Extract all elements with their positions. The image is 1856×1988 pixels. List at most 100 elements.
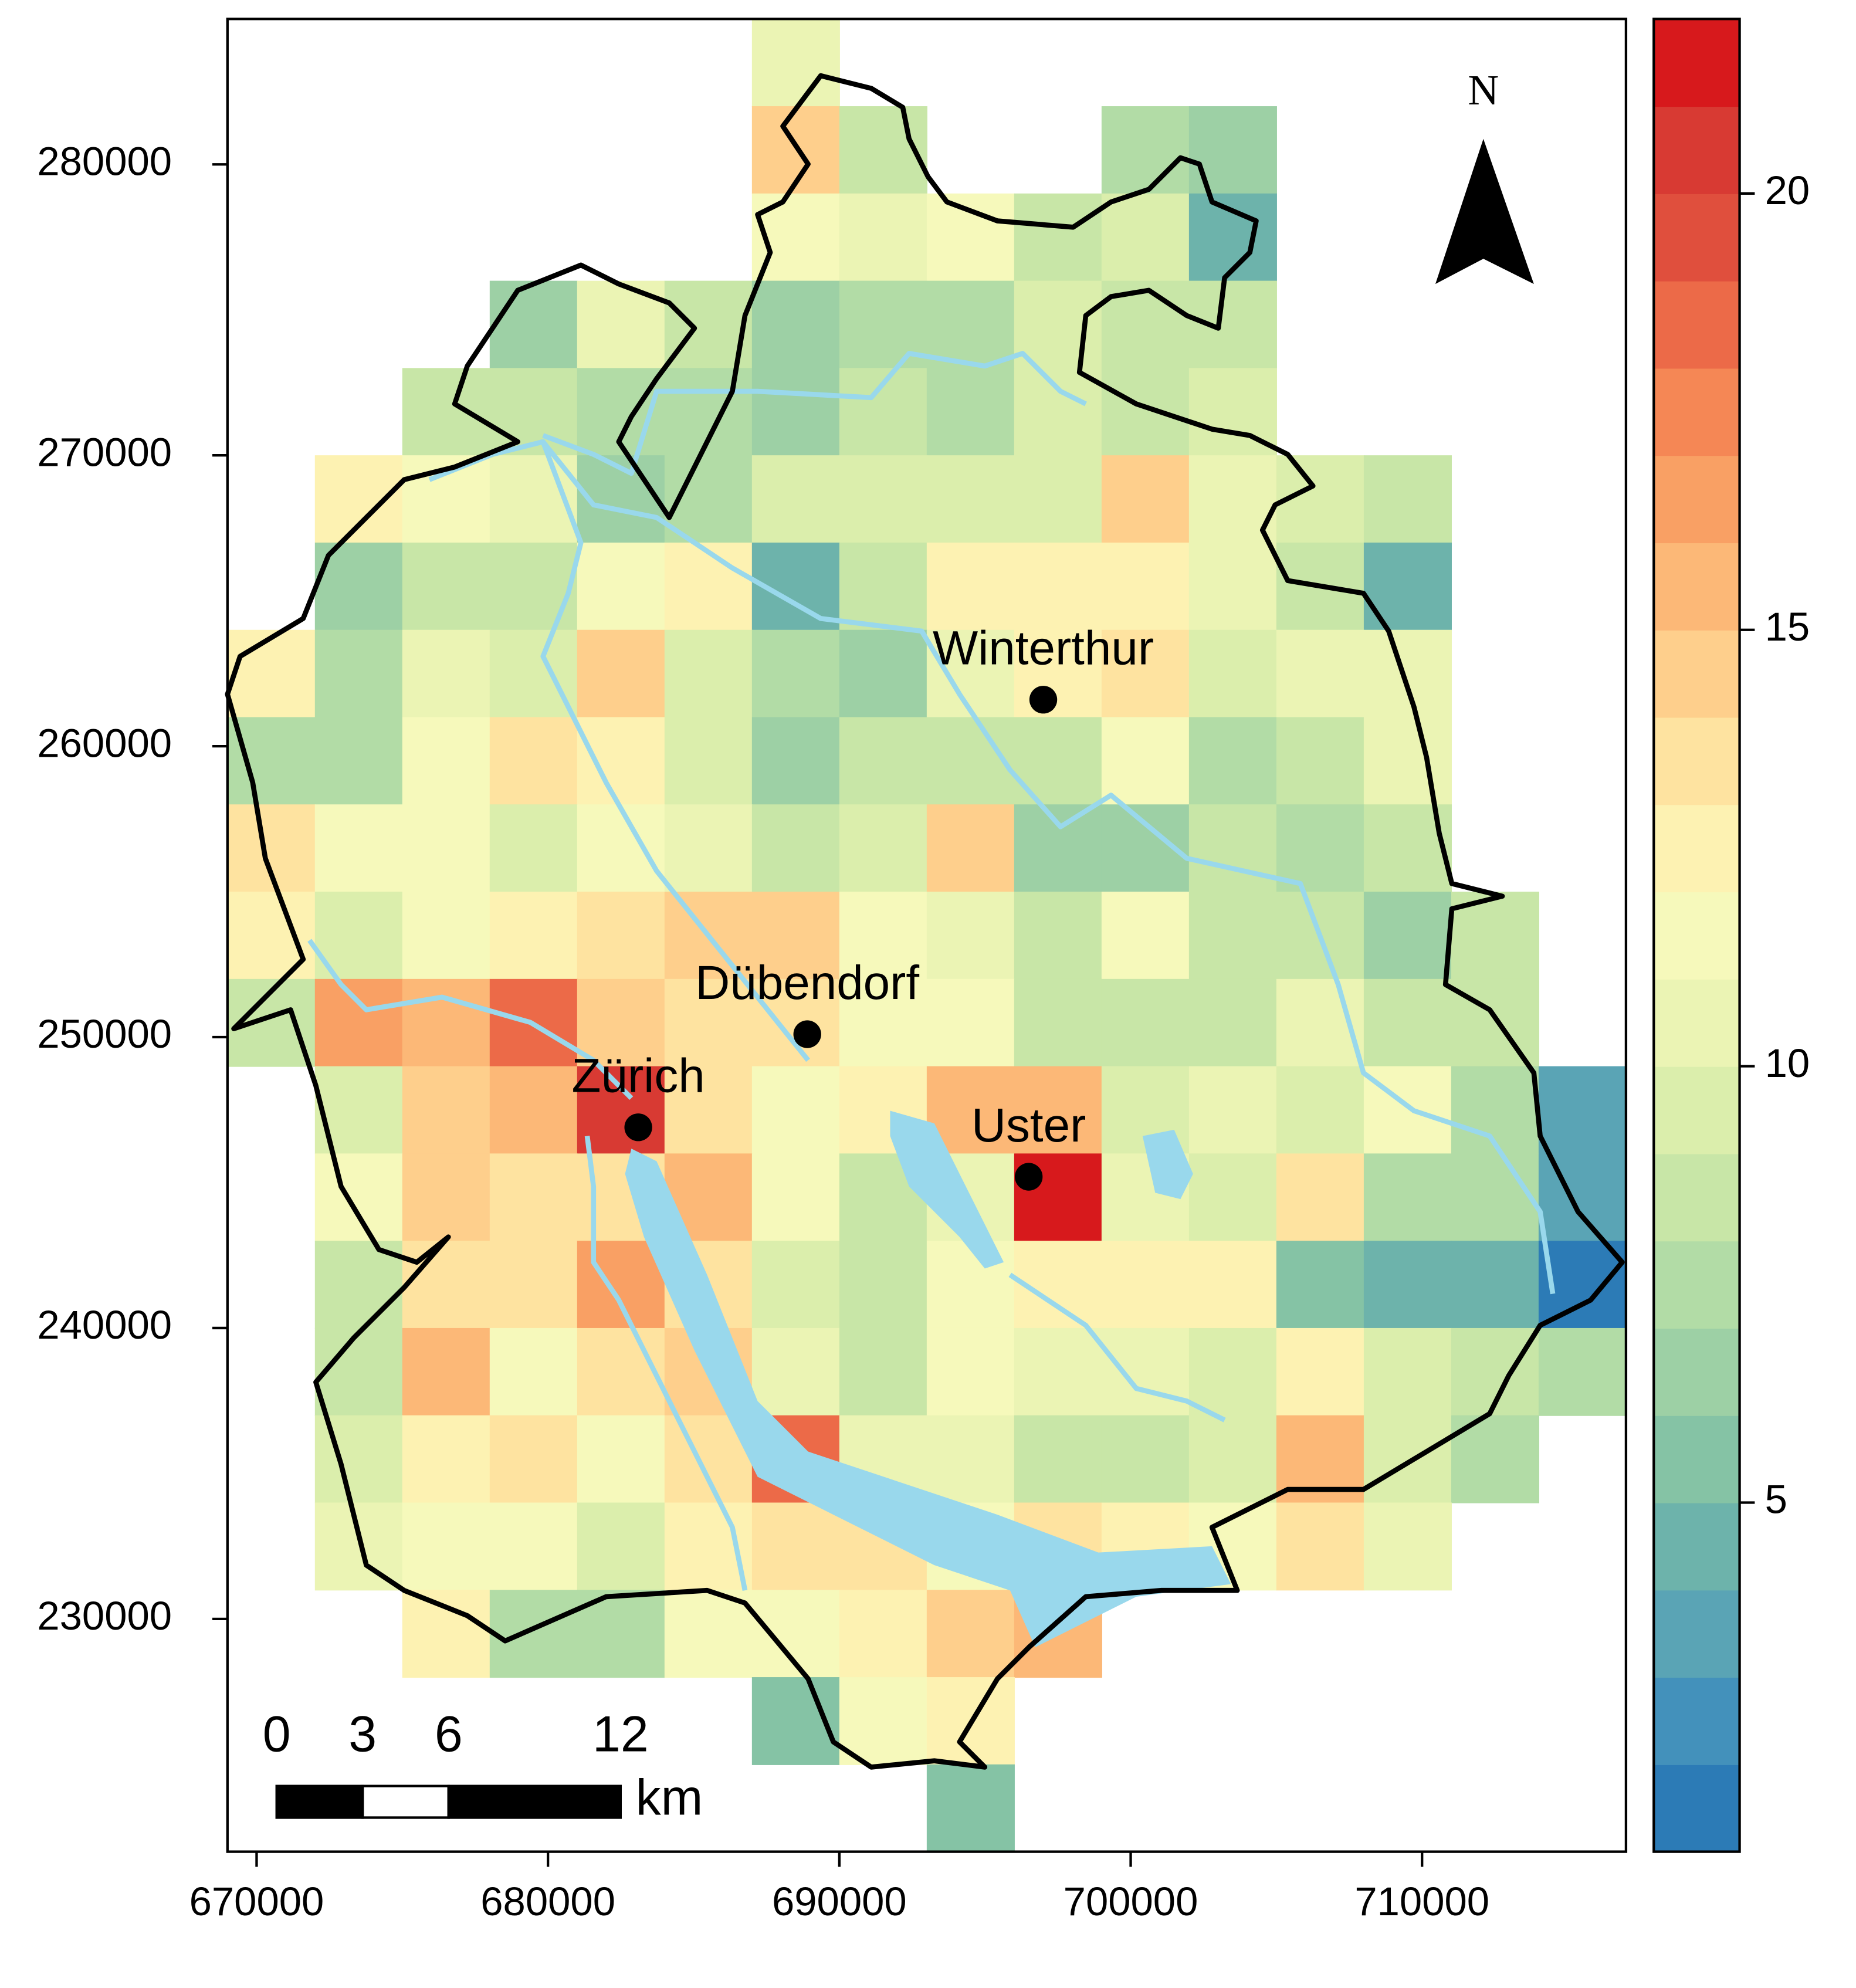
raster-cell (1538, 1066, 1627, 1154)
raster-cell (1188, 978, 1277, 1067)
raster-cell (751, 1502, 840, 1591)
raster-cell (926, 280, 1015, 369)
raster-cell (489, 1153, 578, 1242)
raster-cell (402, 717, 490, 805)
raster-cell (1188, 892, 1277, 980)
scale-bar-segment (275, 1784, 364, 1819)
raster-cell (489, 1066, 578, 1154)
raster-cell (577, 542, 665, 631)
raster-cell (402, 542, 490, 631)
y-tick-label: 230000 (37, 1593, 172, 1638)
raster-cell (1276, 804, 1364, 893)
raster-cell (751, 280, 840, 369)
raster-cell (489, 1502, 578, 1591)
raster-cell (839, 542, 927, 631)
raster-layer (227, 19, 1627, 1852)
raster-cell (489, 717, 578, 805)
raster-cell (1101, 629, 1190, 718)
raster-cell (577, 804, 665, 893)
raster-cell (839, 1677, 927, 1765)
raster-cell (926, 978, 1015, 1067)
raster-cell (751, 629, 840, 718)
raster-cell (926, 1415, 1015, 1503)
raster-cell (402, 1415, 490, 1503)
raster-cell (1101, 978, 1190, 1067)
y-tick-label: 240000 (37, 1302, 172, 1347)
raster-cell (489, 1590, 578, 1678)
lake (625, 1149, 1231, 1648)
raster-cell (1101, 542, 1190, 631)
y-tick-label: 250000 (37, 1011, 172, 1056)
raster-cell (227, 629, 316, 718)
raster-cell (839, 978, 927, 1067)
raster-cell (751, 978, 840, 1067)
raster-cell (751, 1153, 840, 1242)
colorbar-band (1654, 106, 1740, 194)
raster-cell (664, 629, 753, 718)
raster-cell (751, 804, 840, 893)
raster-cell (1014, 1066, 1102, 1154)
colorbar-band (1654, 1327, 1740, 1416)
raster-cell (1451, 1241, 1539, 1329)
raster-cell (489, 629, 578, 718)
raster-cell (926, 542, 1015, 631)
raster-cell (402, 1502, 490, 1591)
river (1008, 1272, 1226, 1423)
raster-cell (577, 892, 665, 980)
colorbar-band (1654, 1677, 1740, 1765)
raster-cell (751, 1327, 840, 1416)
raster-cell (1014, 368, 1102, 456)
raster-cell (1188, 1327, 1277, 1416)
raster-cell (577, 717, 665, 805)
raster-cell (1276, 1241, 1364, 1329)
raster-cell (926, 455, 1015, 544)
y-tick-label: 280000 (37, 138, 172, 184)
colorbar-band (1654, 368, 1740, 456)
colorbar-band (1654, 717, 1740, 805)
colorbar-band (1654, 978, 1740, 1067)
city-label: Winterthur (933, 622, 1154, 675)
colorbar-tick-label: 10 (1765, 1041, 1810, 1086)
scale-bar-label: 3 (348, 1706, 377, 1763)
raster-cell (1363, 1066, 1452, 1154)
x-tick-label: 670000 (189, 1879, 324, 1924)
raster-cell (402, 892, 490, 980)
colorbar-band (1654, 1415, 1740, 1503)
x-tick-label: 690000 (772, 1879, 907, 1924)
north-arrow (1435, 138, 1534, 285)
raster-cell (664, 804, 753, 893)
raster-cell (402, 629, 490, 718)
raster-cell (1188, 280, 1277, 369)
raster-cell (926, 1327, 1015, 1416)
raster-cell (1276, 1153, 1364, 1242)
raster-cell (839, 804, 927, 893)
colorbar-band (1654, 193, 1740, 282)
river (428, 439, 810, 1062)
raster-cell (839, 1241, 927, 1329)
city-label: Dübendorf (695, 956, 919, 1010)
raster-cell (314, 717, 403, 805)
raster-cell (1451, 1153, 1539, 1242)
raster-cell (751, 455, 840, 544)
raster-cell (314, 978, 403, 1067)
raster-cell (1451, 1066, 1539, 1154)
raster-cell (577, 1502, 665, 1591)
raster-cell (751, 1241, 840, 1329)
raster-cell (1014, 542, 1102, 631)
raster-cell (577, 978, 665, 1067)
colorbar-tick-label: 20 (1765, 168, 1810, 213)
raster-cell (926, 193, 1015, 282)
colorbar-band (1654, 804, 1740, 893)
north-label: N (1468, 66, 1499, 114)
raster-cell (751, 368, 840, 456)
raster-cell (577, 629, 665, 718)
raster-cell (1014, 978, 1102, 1067)
raster-cell (1101, 1327, 1190, 1416)
raster-cell (1276, 629, 1364, 718)
raster-cell (1014, 629, 1102, 718)
raster-cell (664, 978, 753, 1067)
raster-cell (751, 717, 840, 805)
raster-cell (926, 717, 1015, 805)
